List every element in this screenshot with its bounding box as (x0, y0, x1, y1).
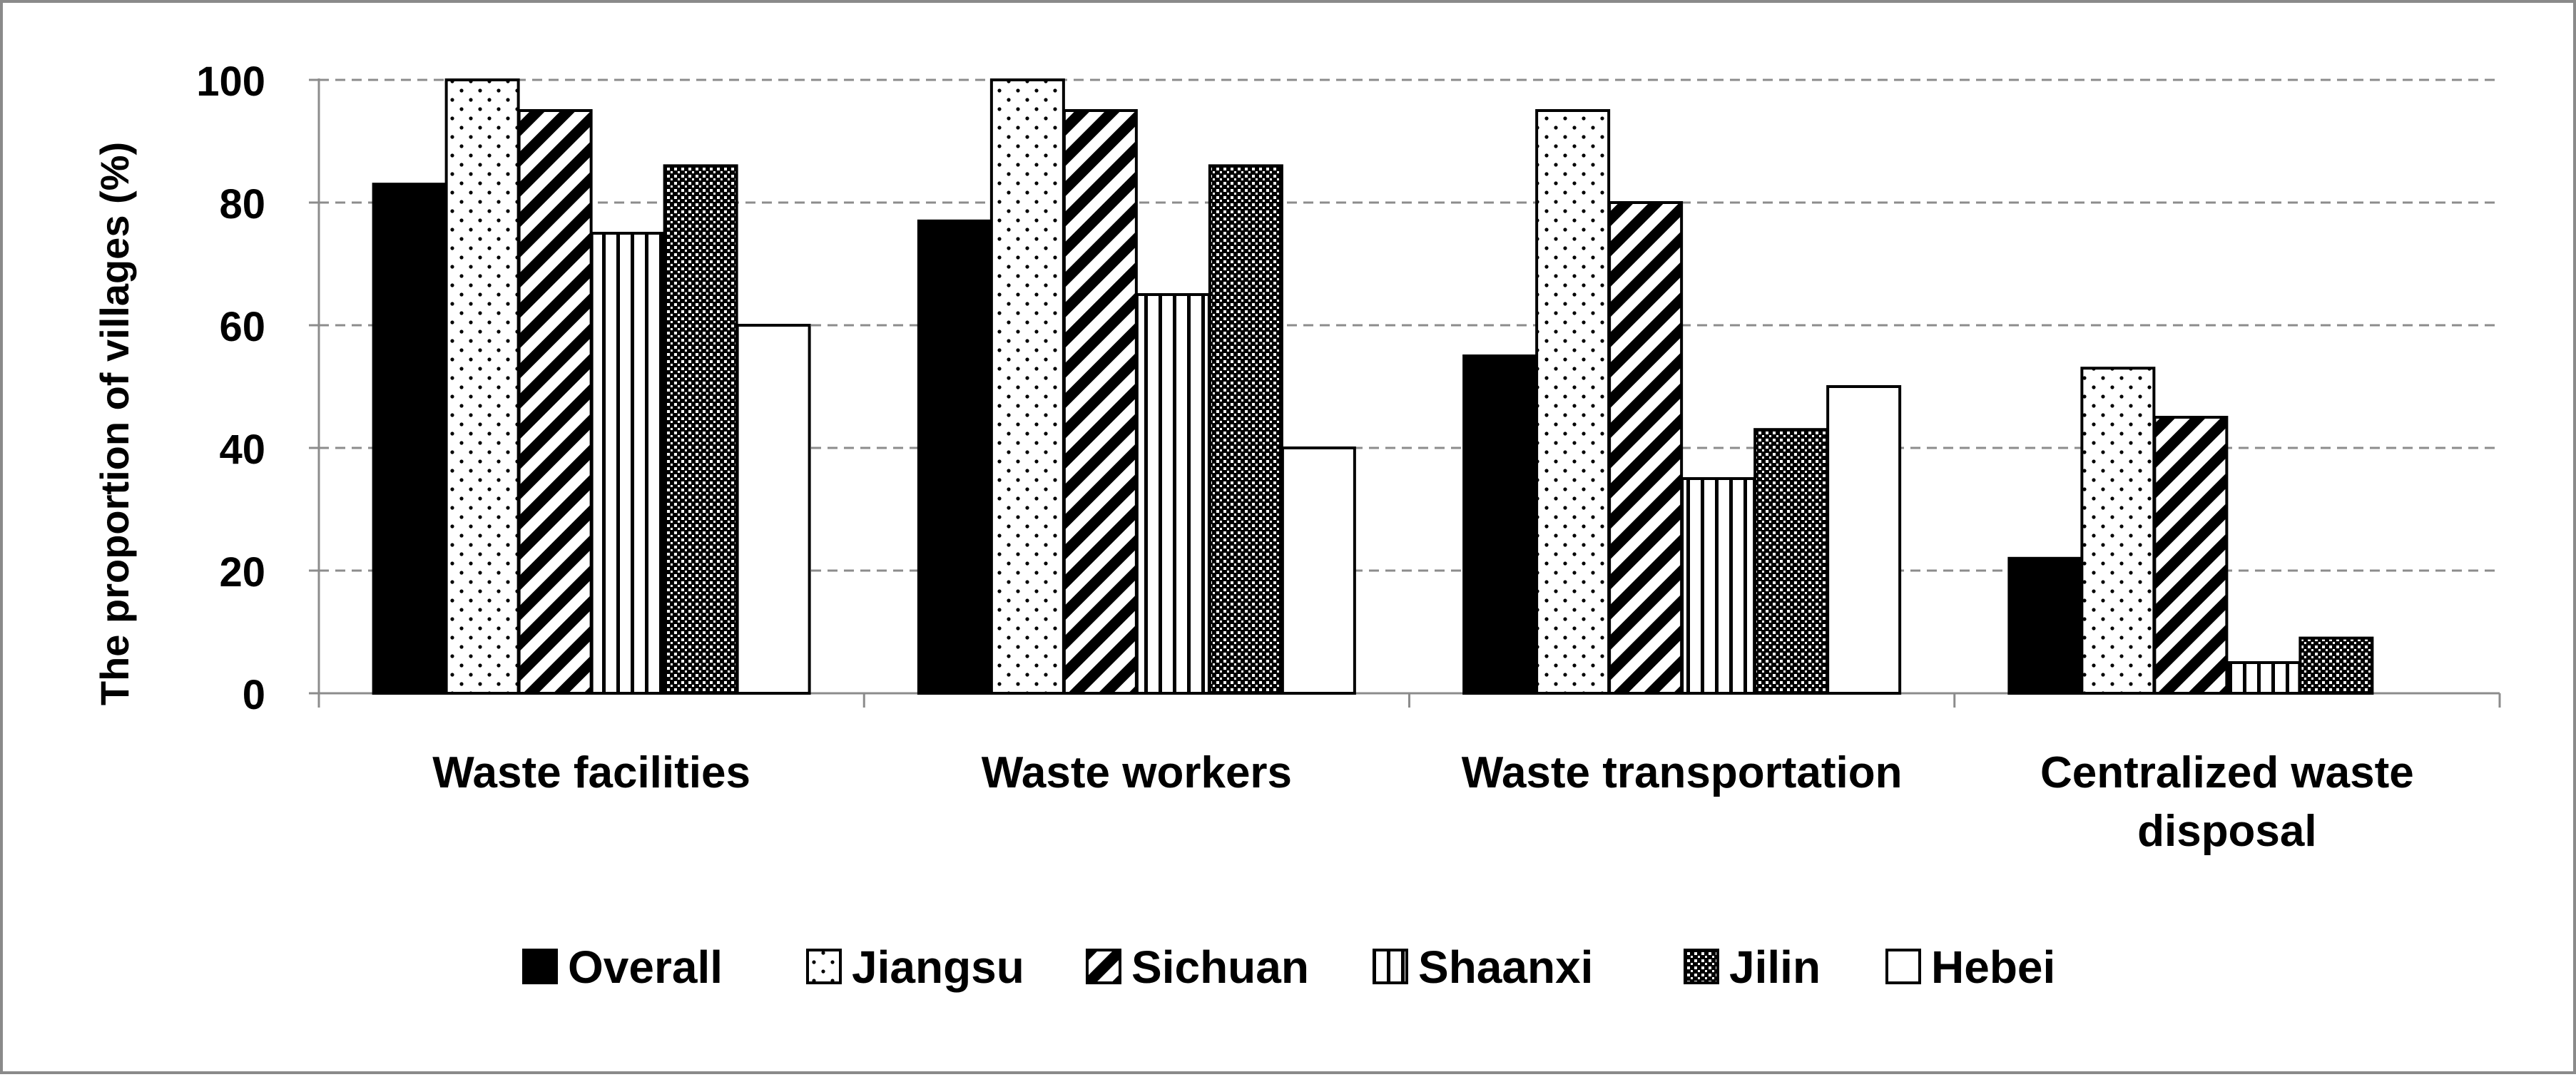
bar-overall-3 (2007, 556, 2083, 695)
y-tick-label: 100 (196, 58, 265, 105)
bar-shaanxi-3 (2226, 661, 2301, 695)
bar-shaanxi-1 (1135, 293, 1211, 695)
y-axis-title: The proportion of villages (%) (92, 142, 137, 705)
x-category-label: Centralized waste (2040, 748, 2414, 797)
bar-sichuan-2 (1608, 201, 1684, 695)
bar-jiangsu-3 (2080, 367, 2156, 695)
legend-swatch-jiangsu (806, 949, 842, 984)
x-category-label: Waste facilities (432, 748, 750, 797)
x-category-label: Waste transportation (1462, 748, 1903, 797)
bar-sichuan-1 (1062, 109, 1138, 695)
bar-overall-1 (917, 219, 992, 695)
y-tick-label: 20 (219, 549, 265, 596)
bar-overall-2 (1462, 354, 1538, 695)
legend-swatch-shaanxi (1373, 949, 1408, 984)
legend-label-overall: Overall (568, 941, 723, 993)
legend-label-jiangsu: Jiangsu (852, 941, 1024, 993)
legend-label-hebei: Hebei (1931, 941, 2055, 993)
legend-label-shaanxi: Shaanxi (1418, 941, 1593, 993)
bar-hebei-0 (735, 324, 811, 695)
legend-swatch-hebei (1885, 949, 1921, 984)
bar-overall-0 (372, 183, 447, 695)
bar-jilin-3 (2298, 636, 2374, 695)
bar-jiangsu-2 (1535, 109, 1611, 695)
y-tick-label: 80 (219, 181, 265, 228)
legend: Overall Jiangsu Sichuan Shaanxi Jilin Hebei (522, 941, 2055, 993)
legend-label-sichuan: Sichuan (1131, 941, 1309, 993)
y-tick-label: 60 (219, 304, 265, 350)
bar-jilin-2 (1753, 428, 1829, 695)
legend-swatch-overall (522, 949, 558, 984)
bar-sichuan-0 (517, 109, 593, 695)
bar-chart: 0 20 40 60 80 100 Waste facilities Waste worker… (92, 58, 2501, 993)
bars (372, 78, 2374, 695)
bar-sichuan-3 (2153, 416, 2229, 695)
x-category-label: Waste workers (982, 748, 1292, 797)
bar-shaanxi-2 (1681, 477, 1756, 695)
y-tick-label: 0 (243, 672, 265, 718)
bar-jiangsu-1 (989, 78, 1065, 695)
bar-jilin-1 (1208, 164, 1283, 695)
axis-labels: 0 20 40 60 80 100 Waste facilities Waste worker… (196, 58, 2414, 856)
bar-jilin-0 (663, 164, 738, 695)
legend-swatch-jilin (1684, 949, 1719, 984)
bar-hebei-2 (1826, 385, 1902, 695)
legend-swatch-sichuan (1086, 949, 1121, 984)
bar-shaanxi-0 (590, 232, 666, 695)
bar-hebei-1 (1281, 446, 1356, 695)
y-tick-label: 40 (219, 427, 265, 473)
legend-label-jilin: Jilin (1729, 941, 1821, 993)
bar-jiangsu-0 (444, 78, 520, 695)
x-category-label: disposal (2137, 807, 2317, 856)
